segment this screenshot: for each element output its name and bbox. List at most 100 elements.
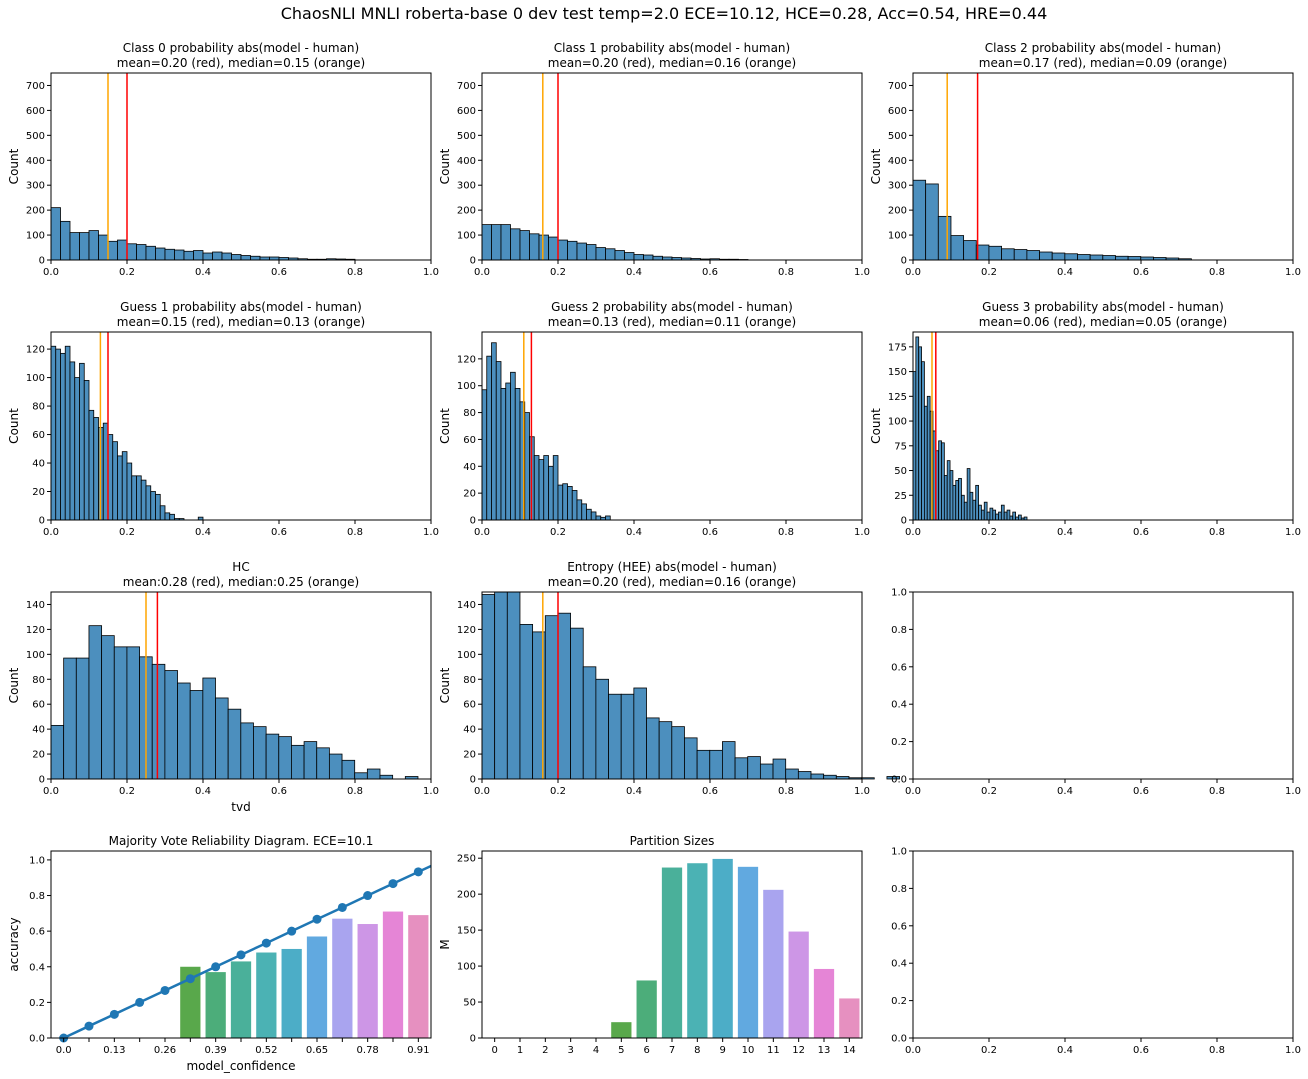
hist-bar xyxy=(511,372,516,520)
y-tick-label: 60 xyxy=(463,700,476,711)
y-tick-label: 20 xyxy=(32,487,45,498)
y-tick-label: 120 xyxy=(26,625,45,636)
subplot-hee: Entropy (HEE) abs(model - human)mean=0.2… xyxy=(438,560,900,797)
hist-bar xyxy=(596,679,609,779)
x-tick-label: 0.2 xyxy=(550,527,566,538)
x-tick-label: 3 xyxy=(567,1045,573,1056)
subplot-empty2: 0.00.20.40.60.81.00.0 0.2 0.4 0.6 0.8 1.0 xyxy=(891,847,1301,1057)
hist-bar xyxy=(56,349,61,520)
hist-bar xyxy=(118,240,128,260)
subplot-reliability: Majority Vote Reliability Diagram. ECE=1… xyxy=(7,834,431,1073)
hist-bar xyxy=(999,512,1002,520)
y-tick-label: 80 xyxy=(32,402,45,413)
hist-bar xyxy=(241,723,254,779)
y-tick-label: 0.4 xyxy=(29,962,45,973)
x-tick-label: 0.6 xyxy=(1133,786,1149,797)
hist-bar xyxy=(786,769,799,779)
hist-bar xyxy=(113,442,118,520)
hist-bar xyxy=(165,249,175,260)
hist-bar xyxy=(549,466,554,520)
y-tick-label: 0.0 xyxy=(891,1034,907,1045)
hist-bar xyxy=(1115,256,1128,260)
hist-bar xyxy=(165,671,178,779)
x-tick-label: 0.8 xyxy=(778,267,794,278)
y-tick-label: 150 xyxy=(457,926,476,937)
x-tick-label: 0.39 xyxy=(205,1045,227,1056)
category-bar xyxy=(383,912,403,1038)
y-tick-label: 0.2 xyxy=(29,998,45,1009)
hist-bar xyxy=(380,775,393,779)
y-tick-label: 40 xyxy=(32,725,45,736)
hist-bar xyxy=(653,256,663,260)
hist-bar xyxy=(634,688,647,779)
y-tick-label: 200 xyxy=(26,206,45,217)
hist-bar xyxy=(520,231,530,260)
hist-bar xyxy=(118,456,123,520)
x-tick-label: 0.78 xyxy=(357,1045,379,1056)
y-tick-label: 20 xyxy=(463,750,476,761)
hist-bar xyxy=(947,461,950,520)
hist-bar xyxy=(507,592,520,779)
hist-bar xyxy=(722,742,735,779)
hist-bar xyxy=(748,757,761,779)
hist-bar xyxy=(1040,252,1053,260)
hist-bar xyxy=(492,225,502,260)
hist-bar xyxy=(84,380,89,520)
x-tick-label: 1.0 xyxy=(854,786,870,797)
hist-bar xyxy=(990,508,993,520)
x-tick-label: 0.4 xyxy=(1057,786,1073,797)
hist-bar xyxy=(203,253,213,260)
figure-suptitle: ChaosNLI MNLI roberta-base 0 dev test te… xyxy=(281,4,1048,23)
hist-bar xyxy=(993,510,996,520)
hist-bar xyxy=(122,452,127,520)
hist-bar xyxy=(194,251,204,260)
hist-bar xyxy=(572,490,577,520)
y-tick-label: 0 xyxy=(470,775,476,786)
x-tick-label: 13 xyxy=(818,1045,831,1056)
y-tick-label: 1.0 xyxy=(891,588,907,599)
y-tick-label: 75 xyxy=(894,441,907,452)
hist-bar xyxy=(487,356,492,520)
hist-bar xyxy=(735,758,748,779)
subplot-title: mean=0.20 (red), median=0.16 (orange) xyxy=(548,56,796,70)
hist-bar xyxy=(760,764,773,779)
hist-bar xyxy=(577,243,587,260)
hist-bar xyxy=(203,678,216,779)
y-tick-label: 50 xyxy=(463,998,476,1009)
hist-bar xyxy=(1027,251,1040,260)
hist-bar xyxy=(544,456,549,520)
hist-bar xyxy=(1052,253,1065,260)
x-tick-label: 0.4 xyxy=(626,527,642,538)
y-tick-label: 100 xyxy=(457,381,476,392)
x-tick-label: 0.6 xyxy=(1133,527,1149,538)
hist-bar xyxy=(926,184,939,260)
hist-bar xyxy=(146,486,151,520)
x-tick-label: 0.0 xyxy=(56,1045,72,1056)
x-tick-label: 0.13 xyxy=(103,1045,125,1056)
y-tick-label: 50 xyxy=(894,466,907,477)
hist-bar xyxy=(1007,510,1010,520)
x-tick-label: 1.0 xyxy=(423,527,439,538)
y-axis-label: Count xyxy=(438,408,452,444)
hist-bar xyxy=(492,343,497,520)
hist-bar xyxy=(108,241,118,260)
y-tick-label: 400 xyxy=(26,156,45,167)
hist-bar xyxy=(684,738,697,779)
x-tick-label: 1 xyxy=(517,1045,523,1056)
hist-bar xyxy=(596,248,606,260)
hist-bar xyxy=(587,509,592,520)
hist-bar xyxy=(184,251,194,260)
y-tick-label: 140 xyxy=(26,600,45,611)
y-tick-label: 200 xyxy=(457,890,476,901)
category-bar xyxy=(358,924,378,1038)
x-tick-label: 12 xyxy=(792,1045,805,1056)
hist-bar xyxy=(165,513,170,520)
hist-bar xyxy=(558,240,568,260)
category-bar xyxy=(332,919,352,1038)
hist-bar xyxy=(151,492,156,520)
hist-bar xyxy=(76,658,89,779)
y-axis-label: Count xyxy=(7,408,21,444)
axes-frame xyxy=(482,73,862,260)
x-tick-label: 0.0 xyxy=(474,267,490,278)
category-bar xyxy=(206,972,226,1038)
